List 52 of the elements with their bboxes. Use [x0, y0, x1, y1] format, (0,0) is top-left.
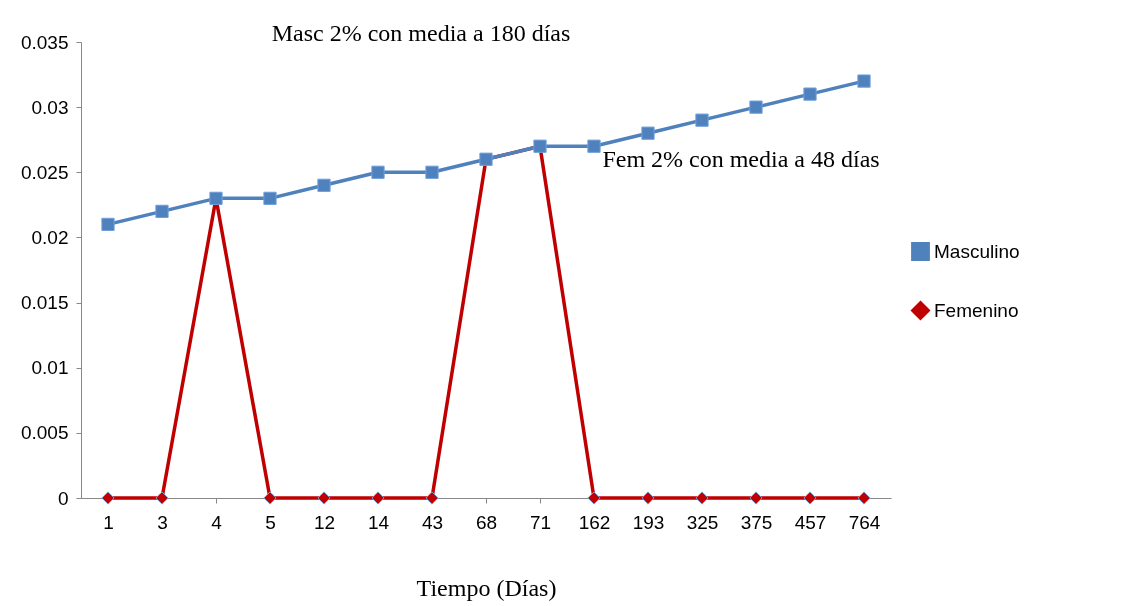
- point: [641, 126, 655, 140]
- point: [155, 204, 169, 218]
- point: [371, 165, 385, 179]
- point: [695, 491, 709, 505]
- point: [749, 491, 763, 505]
- x-tick-label: 193: [632, 511, 665, 533]
- point: [587, 491, 601, 505]
- x-tick-label: 1: [103, 511, 114, 533]
- point: [425, 165, 439, 179]
- point: [101, 217, 115, 232]
- point: [317, 491, 331, 505]
- x-tick-label: 14: [367, 511, 390, 533]
- x-axis-title: Tiempo (Días): [416, 574, 557, 601]
- point: [155, 491, 169, 505]
- y-tick-label: 0.025: [20, 161, 69, 183]
- x-tick-label: 68: [475, 511, 498, 533]
- x-tick-label: 764: [848, 511, 881, 533]
- annotation: Masc 2% con media a 180 días: [271, 20, 571, 46]
- x-tick-label: 71: [529, 511, 552, 533]
- x-tick-label: 457: [794, 511, 827, 533]
- point: [263, 191, 277, 205]
- point: [263, 491, 277, 505]
- point: [803, 87, 817, 101]
- y-tick-label: 0.005: [20, 422, 69, 444]
- legend-label: Femenino: [934, 299, 1019, 321]
- x-tick-label: 12: [313, 511, 336, 533]
- x-tick-label: 375: [740, 511, 773, 533]
- x-tick-label: 5: [265, 511, 276, 533]
- annotation: Fem 2% con media a 48 días: [602, 146, 880, 172]
- y-tick-label: 0: [57, 487, 69, 509]
- point: [695, 113, 709, 127]
- point: [317, 178, 331, 192]
- point: [857, 491, 871, 505]
- point: [587, 139, 601, 153]
- x-tick-label: 3: [157, 511, 168, 533]
- x-tick-label: 325: [686, 511, 719, 533]
- point: [803, 491, 817, 505]
- x-tick-label: 43: [421, 511, 444, 533]
- point: [371, 491, 385, 505]
- y-tick-label: 0.035: [20, 31, 69, 53]
- x-tick-label: 162: [578, 511, 611, 533]
- point: [101, 491, 115, 505]
- y-tick-label: 0.03: [31, 96, 69, 118]
- y-tick-label: 0.015: [20, 292, 69, 314]
- point: [749, 100, 763, 114]
- point: [857, 74, 871, 88]
- y-tick-label: 0.02: [31, 226, 69, 248]
- point: [641, 491, 655, 505]
- x-tick-label: 4: [211, 511, 223, 533]
- legend-label: Masculino: [934, 240, 1020, 262]
- point: [425, 491, 439, 505]
- y-tick-label: 0.01: [31, 357, 69, 379]
